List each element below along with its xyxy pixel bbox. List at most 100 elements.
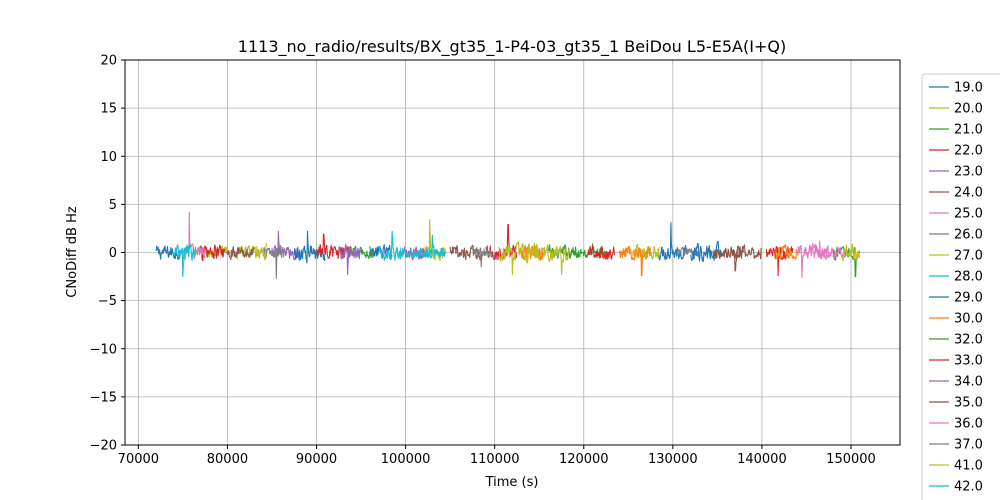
- y-tick-label: 0: [109, 246, 117, 261]
- series-37.0: [471, 247, 495, 268]
- legend-box: [921, 73, 1000, 500]
- series-layer: [155, 211, 861, 280]
- series-23.0: [271, 230, 429, 261]
- series-line: [657, 222, 687, 261]
- ticks: 70000 80000 90000 100000 110000 120000 130000 1…: [90, 54, 876, 468]
- series-line: [427, 234, 447, 259]
- legend-item: 30.0: [929, 312, 983, 327]
- legend-label: 25.0: [954, 207, 983, 222]
- legend-label: 21.0: [954, 123, 983, 138]
- series-line: [547, 244, 580, 261]
- legend-item: 29.0: [929, 291, 983, 306]
- series-line: [271, 230, 299, 261]
- legend-label: 42.0: [954, 480, 983, 495]
- series-line: [262, 246, 286, 280]
- plot-area: [155, 211, 861, 280]
- chart-title: 1113_no_radio/results/BX_gt35_1-P4-03_gt…: [238, 37, 786, 57]
- legend-item: 35.0: [929, 396, 983, 411]
- series-19.0: [155, 222, 687, 261]
- legend-label: 27.0: [954, 249, 983, 264]
- y-axis-label: CNoDiff dB Hz: [65, 206, 80, 298]
- legend-label: 22.0: [954, 144, 983, 159]
- x-tick-label: 110000: [470, 452, 520, 467]
- series-line: [632, 243, 660, 260]
- legend-item: 42.0: [929, 480, 983, 495]
- legend-item: 33.0: [929, 354, 983, 369]
- legend-item: 37.0: [929, 438, 983, 453]
- legend-item: 28.0: [929, 270, 983, 285]
- legend-label: 20.0: [954, 102, 983, 117]
- series-line: [338, 244, 362, 276]
- y-tick-label: −5: [98, 294, 117, 309]
- series-line: [810, 240, 847, 260]
- series-line: [155, 245, 181, 260]
- series-line: [369, 244, 393, 261]
- legend-label: 36.0: [954, 417, 983, 432]
- series-42.0: [396, 234, 447, 260]
- series-line: [400, 246, 429, 261]
- series-36.0: [810, 240, 847, 260]
- legend: 19.0 20.0 21.0 22.0 23.0 24.0 25.0 26.0 27.0 28.0…: [921, 73, 1000, 500]
- series-line: [618, 245, 651, 277]
- y-tick-label: −10: [90, 342, 117, 357]
- x-tick-label: 70000: [118, 452, 159, 467]
- legend-label: 41.0: [954, 459, 983, 474]
- y-tick-label: −20: [90, 439, 117, 454]
- series-line: [173, 242, 197, 278]
- series-line: [587, 245, 616, 260]
- series-line: [841, 243, 861, 262]
- y-tick-label: 5: [109, 198, 117, 213]
- legend-label: 29.0: [954, 291, 983, 306]
- x-tick-label: 80000: [207, 452, 248, 467]
- series-41.0: [498, 241, 861, 276]
- legend-item: 41.0: [929, 459, 983, 474]
- x-tick-label: 150000: [826, 452, 876, 467]
- series-35.0: [226, 246, 745, 272]
- series-line: [712, 247, 745, 272]
- series-34.0: [338, 244, 362, 276]
- legend-item: 25.0: [929, 207, 983, 222]
- series-30.0: [520, 244, 798, 277]
- legend-item: 26.0: [929, 228, 983, 243]
- series-line: [525, 244, 571, 276]
- series-line: [730, 244, 762, 260]
- legend-label: 34.0: [954, 375, 983, 390]
- legend-item: 19.0: [929, 81, 983, 96]
- series-line: [797, 242, 829, 279]
- legend-item: 22.0: [929, 144, 983, 159]
- legend-label: 28.0: [954, 270, 983, 285]
- legend-label: 26.0: [954, 228, 983, 243]
- legend-item: 36.0: [929, 417, 983, 432]
- y-tick-label: 20: [100, 54, 117, 69]
- y-tick-label: −15: [90, 390, 117, 405]
- x-tick-label: 130000: [648, 452, 698, 467]
- legend-label: 24.0: [954, 186, 983, 201]
- legend-item: 34.0: [929, 375, 983, 390]
- legend-label: 37.0: [954, 438, 983, 453]
- x-tick-label: 90000: [296, 452, 337, 467]
- legend-item: 27.0: [929, 249, 983, 264]
- legend-item: 20.0: [929, 102, 983, 117]
- x-tick-label: 140000: [737, 452, 787, 467]
- series-line: [690, 240, 723, 262]
- series-line: [774, 244, 798, 260]
- x-tick-label: 100000: [381, 452, 431, 467]
- series-line: [520, 245, 545, 261]
- legend-item: 21.0: [929, 123, 983, 138]
- legend-item: 23.0: [929, 165, 983, 180]
- legend-label: 33.0: [954, 354, 983, 369]
- series-line: [471, 247, 495, 268]
- series-line: [498, 241, 540, 276]
- legend-label: 32.0: [954, 333, 983, 348]
- legend-label: 35.0: [954, 396, 983, 411]
- series-line: [226, 246, 255, 261]
- y-tick-label: 15: [100, 102, 117, 117]
- legend-item: 32.0: [929, 333, 983, 348]
- y-tick-label: 10: [100, 150, 117, 165]
- legend-label: 23.0: [954, 165, 983, 180]
- series-line: [200, 244, 226, 262]
- legend-label: 19.0: [954, 81, 983, 96]
- x-axis-label: Time (s): [485, 475, 539, 490]
- legend-item: 24.0: [929, 186, 983, 201]
